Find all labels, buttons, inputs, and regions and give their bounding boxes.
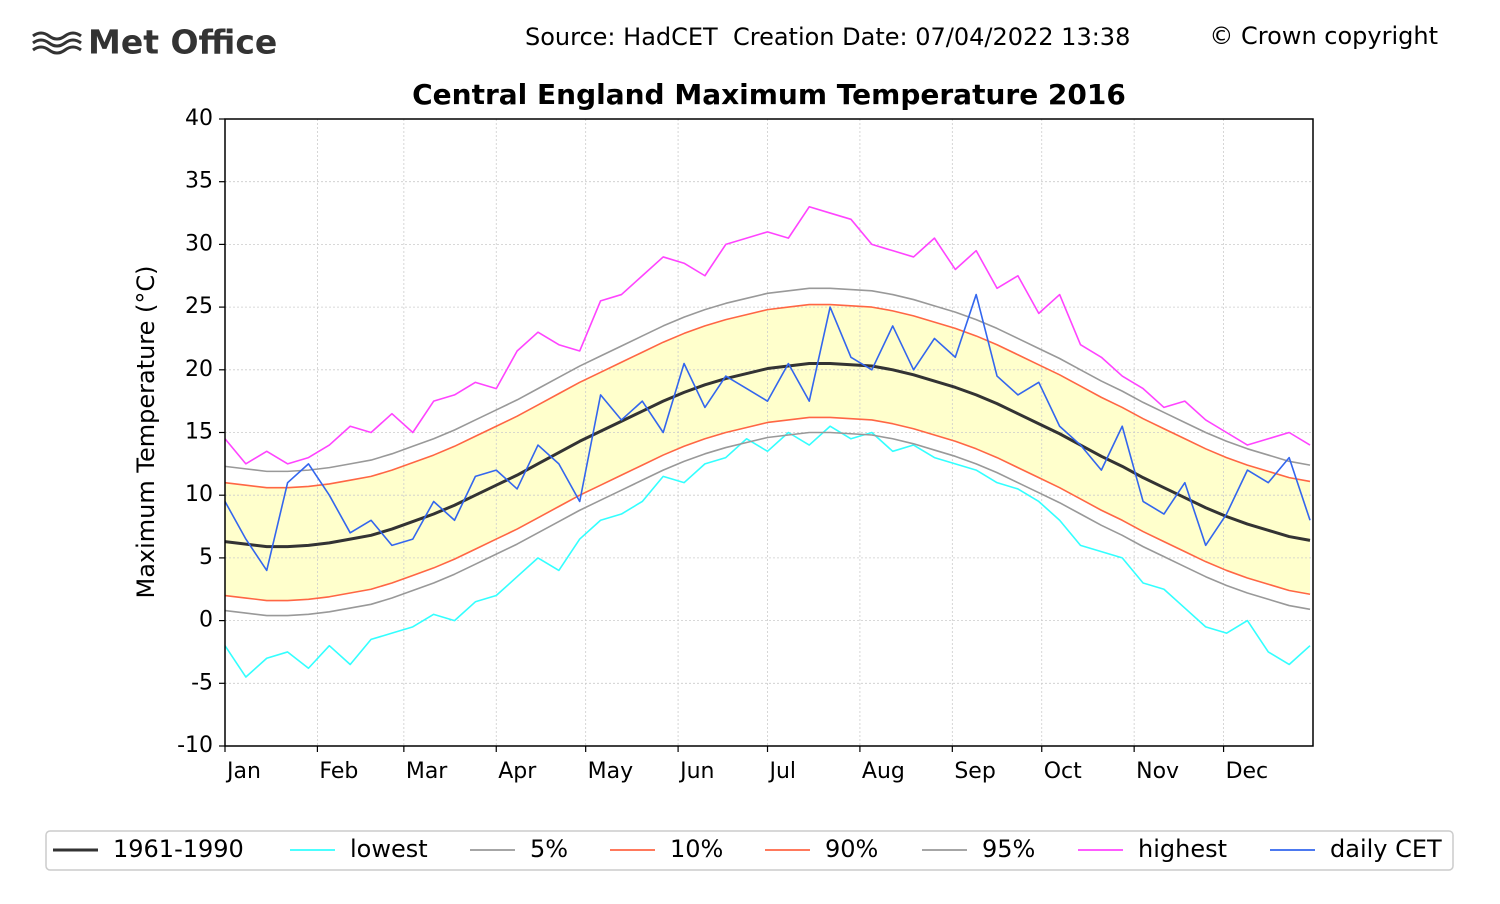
- legend-label: 95%: [982, 835, 1035, 863]
- series-line: [224, 431, 1311, 617]
- legend-label: daily CET: [1330, 835, 1442, 863]
- x-tick-label: Apr: [498, 759, 537, 784]
- x-tick-label: Nov: [1136, 759, 1179, 784]
- x-tick-label: Jan: [225, 759, 261, 784]
- x-tick-label: Aug: [862, 759, 905, 784]
- series-line: [224, 205, 1311, 465]
- legend-label: 1961-1990: [113, 835, 244, 863]
- y-axis-label: Maximum Temperature (°C): [132, 265, 160, 598]
- legend-box: [45, 830, 1454, 871]
- chart-title: Central England Maximum Temperature 2016: [412, 78, 1126, 111]
- legend-label: lowest: [350, 835, 428, 863]
- plot-frame: [224, 118, 1314, 747]
- x-tick-label: May: [588, 759, 633, 784]
- series-line: [224, 416, 1311, 602]
- series-line: [224, 425, 1311, 678]
- percentile-band: [225, 304, 1311, 601]
- legend-label: 10%: [670, 835, 723, 863]
- logo-icon: [32, 31, 82, 55]
- legend-label: highest: [1138, 835, 1227, 863]
- x-tick-label: Dec: [1226, 759, 1269, 784]
- x-tick-label: Jun: [678, 759, 714, 784]
- copyright: © Crown copyright: [1209, 22, 1438, 50]
- y-tick-label: 40: [185, 106, 213, 131]
- y-tick-label: 20: [185, 357, 213, 382]
- y-tick-label: 0: [199, 608, 213, 633]
- y-tick-label: 35: [185, 169, 213, 194]
- y-tick-label: 5: [199, 545, 213, 570]
- series-line: [224, 303, 1311, 489]
- y-tick-label: 10: [185, 482, 213, 507]
- x-tick-label: Oct: [1044, 759, 1082, 784]
- series-line: [224, 293, 1311, 572]
- logo-text: Met Office: [88, 23, 277, 62]
- x-tick-label: Feb: [319, 759, 358, 784]
- source: Source: HadCET Creation Date: 07/04/2022…: [525, 23, 1130, 51]
- y-tick-label: 15: [185, 420, 213, 445]
- x-tick-label: Mar: [406, 759, 448, 784]
- legend-label: 5%: [530, 835, 568, 863]
- y-tick-label: 25: [185, 294, 213, 319]
- series-line: [224, 362, 1311, 549]
- x-tick-label: Sep: [954, 759, 995, 784]
- y-tick-label: -10: [177, 733, 213, 758]
- series-line: [224, 287, 1311, 473]
- legend-label: 90%: [825, 835, 878, 863]
- x-tick-label: Jul: [768, 759, 797, 784]
- y-tick-label: -5: [191, 670, 213, 695]
- y-tick-label: 30: [185, 231, 213, 256]
